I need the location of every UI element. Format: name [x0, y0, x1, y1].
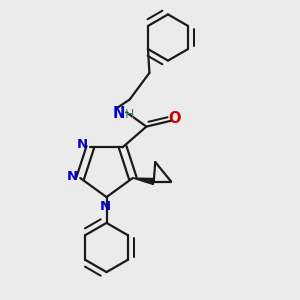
Text: N: N [77, 138, 88, 151]
Text: N: N [112, 106, 125, 121]
Text: H: H [124, 108, 134, 121]
Polygon shape [133, 178, 154, 184]
Text: N: N [99, 200, 111, 213]
Text: O: O [168, 111, 181, 126]
Text: N: N [66, 170, 77, 183]
